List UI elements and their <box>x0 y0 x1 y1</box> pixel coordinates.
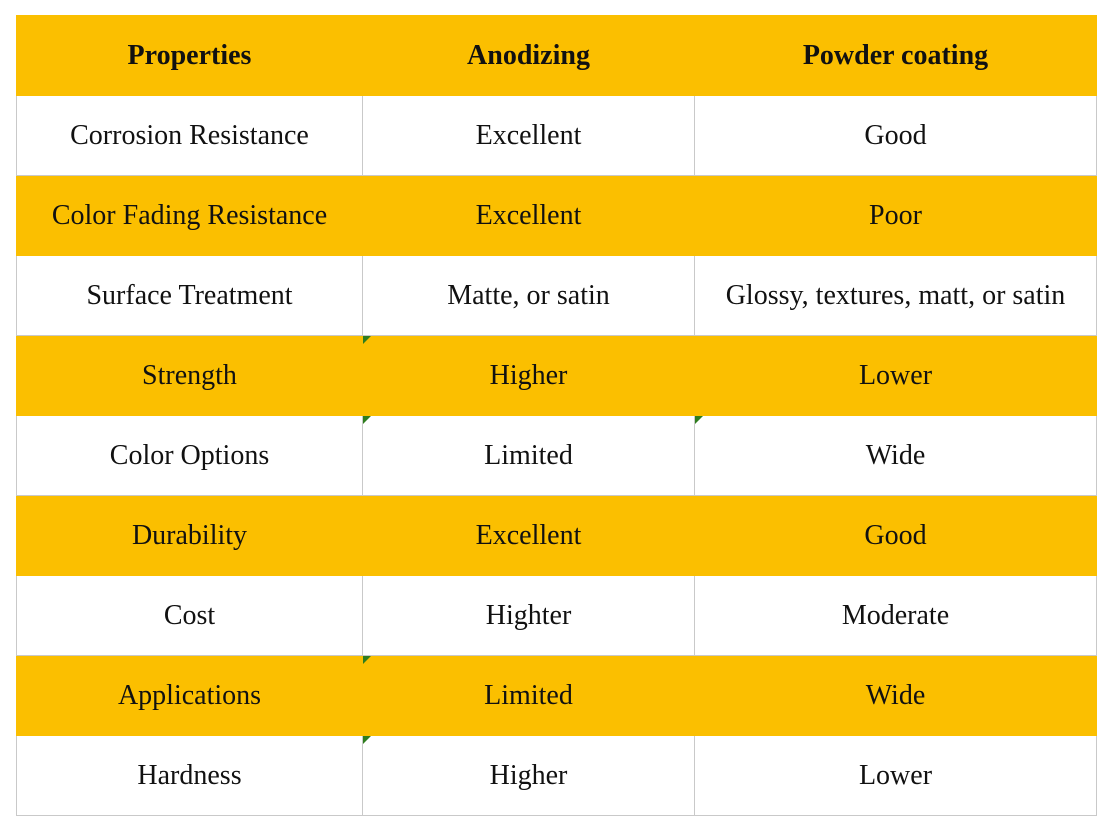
header-cell: Anodizing <box>362 15 695 96</box>
table-row: Surface Treatment Matte, or satin Glossy, … <box>16 255 1097 336</box>
table-cell: Cost <box>16 575 363 656</box>
table-cell: Excellent <box>362 175 695 256</box>
header-cell: Powder coating <box>694 15 1097 96</box>
table-cell: Wide <box>694 655 1097 736</box>
table-cell: Hardness <box>16 735 363 816</box>
table-cell: Limited <box>362 415 695 496</box>
table-cell: Higher <box>362 335 695 416</box>
table-cell: Good <box>694 495 1097 576</box>
table-cell: Higher <box>362 735 695 816</box>
table-cell: Highter <box>362 575 695 656</box>
table-cell: Poor <box>694 175 1097 256</box>
table-cell: Surface Treatment <box>16 255 363 336</box>
header-cell: Properties <box>16 15 363 96</box>
table-cell: Matte, or satin <box>362 255 695 336</box>
table-cell: Corrosion Resistance <box>16 95 363 176</box>
table-cell: Lower <box>694 735 1097 816</box>
comment-flag <box>695 416 703 424</box>
table-row: Color Fading Resistance Excellent Poor <box>16 175 1097 256</box>
table-cell: Wide <box>694 415 1097 496</box>
table-row: Durability Excellent Good <box>16 495 1097 576</box>
table-row: Applications Limited Wide <box>16 655 1097 736</box>
comment-flag <box>363 656 371 664</box>
comment-flag <box>363 336 371 344</box>
table-row: Corrosion Resistance Excellent Good <box>16 95 1097 176</box>
table-cell: Durability <box>16 495 363 576</box>
table-body: Properties Anodizing Powder coating Corrosi… <box>16 15 1097 816</box>
comment-flag <box>363 736 371 744</box>
comparison-table: Properties Anodizing Powder coating Corrosi… <box>16 15 1097 816</box>
table-cell: Glossy, textures, matt, or satin <box>694 255 1097 336</box>
table-cell: Moderate <box>694 575 1097 656</box>
header-row: Properties Anodizing Powder coating <box>16 15 1097 96</box>
table-row: Strength Higher Lower <box>16 335 1097 416</box>
table-row: Color Options Limited Wide <box>16 415 1097 496</box>
table-cell: Strength <box>16 335 363 416</box>
table-cell: Lower <box>694 335 1097 416</box>
table-cell: Applications <box>16 655 363 736</box>
table-cell: Good <box>694 95 1097 176</box>
table-cell: Color Fading Resistance <box>16 175 363 256</box>
comment-flag <box>363 416 371 424</box>
table-row: Cost Highter Moderate <box>16 575 1097 656</box>
table-cell: Excellent <box>362 95 695 176</box>
table-row: Hardness Higher Lower <box>16 735 1097 816</box>
table-cell: Color Options <box>16 415 363 496</box>
table-cell: Limited <box>362 655 695 736</box>
table-cell: Excellent <box>362 495 695 576</box>
